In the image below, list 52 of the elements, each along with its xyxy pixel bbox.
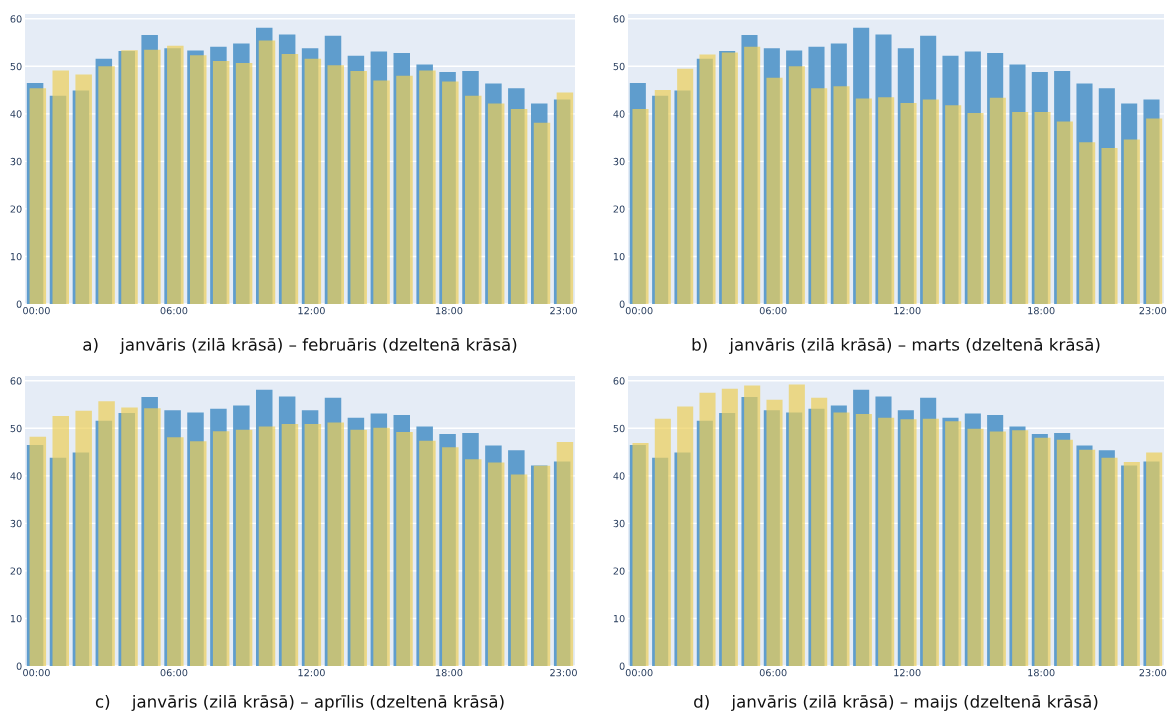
- text: a) janvāris (zilā krāsā) – februāris (dzeltenā krāsā): [83, 337, 517, 355]
- x-tick-label: 18:00: [1028, 668, 1055, 677]
- y-tick-label: 50: [10, 62, 22, 71]
- x-tick-label: 12:00: [894, 668, 921, 677]
- x-tick-label: 18:00: [436, 668, 463, 677]
- x-tick-label: 00:00: [625, 668, 653, 677]
- x-tick-label: 18:00: [1028, 306, 1055, 315]
- y-tick-label: 10: [613, 252, 625, 261]
- y-tick-label: 10: [10, 614, 22, 623]
- text: c) janvāris (zilā krāsā) – aprīlis (dzeltenā krāsā): [95, 694, 504, 712]
- y-tick-label: 10: [613, 614, 625, 623]
- y-tick-label: 50: [613, 424, 625, 433]
- y-tick-label: 0: [619, 662, 625, 670]
- x-tick-label: 06:00: [759, 668, 787, 677]
- y-tick-label: 60: [10, 377, 22, 385]
- y-tick-label: 0: [619, 300, 625, 308]
- y-tick-label: 60: [613, 15, 625, 23]
- text: d) janvāris (zilā krāsā) – maijs (dzeltenā krāsā): [694, 694, 1098, 712]
- y-tick-label: 20: [613, 205, 625, 213]
- y-tick-label: 30: [10, 519, 22, 528]
- y-tick-label: 10: [10, 252, 22, 261]
- y-tick-label: 60: [10, 15, 22, 23]
- x-tick-label: 23:00: [550, 668, 577, 677]
- x-tick-label: 06:00: [160, 306, 188, 315]
- x-tick-label: 12:00: [298, 668, 325, 677]
- x-tick-label: 23:00: [550, 306, 577, 315]
- y-tick-label: 40: [10, 110, 22, 118]
- x-tick-label: 23:00: [1139, 668, 1167, 677]
- x-tick-label: 06:00: [759, 306, 787, 315]
- y-tick-label: 30: [613, 519, 625, 528]
- x-tick-label: 00:00: [23, 306, 50, 315]
- y-tick-label: 40: [613, 110, 625, 118]
- y-tick-label: 20: [613, 567, 625, 575]
- y-tick-label: 20: [10, 205, 22, 213]
- y-tick-label: 30: [613, 157, 625, 166]
- y-tick-label: 0: [16, 300, 22, 308]
- y-tick-label: 60: [613, 377, 625, 385]
- y-tick-label: 0: [16, 662, 22, 670]
- y-tick-label: 50: [613, 62, 625, 71]
- x-tick-label: 06:00: [160, 668, 188, 677]
- x-tick-label: 00:00: [625, 306, 653, 315]
- y-tick-label: 50: [10, 424, 22, 433]
- y-tick-label: 40: [10, 472, 22, 480]
- text: b) janvāris (zilā krāsā) – marts (dzeltenā krāsā): [692, 337, 1100, 355]
- y-tick-label: 30: [10, 157, 22, 166]
- x-tick-label: 18:00: [436, 306, 463, 315]
- x-tick-label: 12:00: [298, 306, 325, 315]
- y-tick-label: 20: [10, 567, 22, 575]
- x-tick-label: 00:00: [23, 668, 50, 677]
- x-tick-label: 23:00: [1139, 306, 1167, 315]
- y-tick-label: 40: [613, 472, 625, 480]
- x-tick-label: 12:00: [894, 306, 921, 315]
